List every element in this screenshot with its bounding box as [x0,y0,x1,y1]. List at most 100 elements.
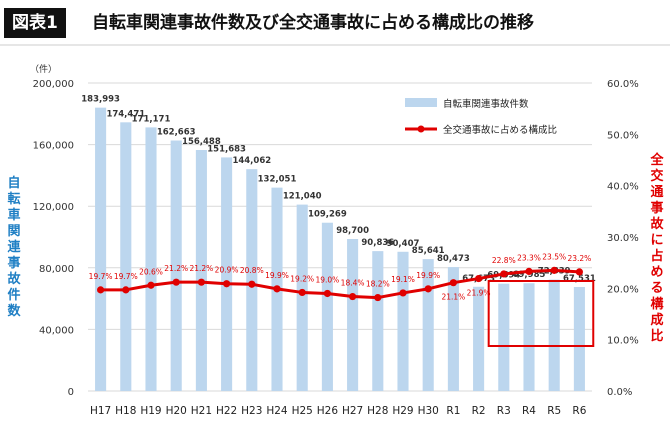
bar [246,169,258,391]
bar-value-label: 171,171 [132,114,171,124]
right-tick-label: 30.0% [607,233,639,244]
line-value-labels: 19.7% 19.7%20.6% 21.2% 21.2% 20.9% 20.8%19.9%… [89,252,592,301]
x-tick-label: H21 [191,405,212,417]
bar-value-label: 80,473 [437,254,470,264]
line-value-label: 22.8% [492,256,516,265]
line-point [122,286,130,294]
bar [170,140,182,391]
left-axis-ticks: 0 40,000 80,000 120,000 160,000 200,000 [33,79,74,398]
x-tick-label: R4 [522,405,536,417]
axis-title-char: 通 [650,184,663,200]
left-tick-label: 80,000 [39,264,74,275]
x-tick-label: H22 [216,405,237,417]
axis-title-char: 交 [650,168,663,184]
legend: 自転車関連事故件数 全交通事故に占める構成比 [405,98,557,136]
bar-value-label: 90,836 [361,238,394,248]
figure-badge: 図表1 [4,8,66,38]
line-point [323,289,331,298]
bar [548,279,560,391]
line-point [197,278,205,286]
axis-title-char: 関 [7,224,20,239]
line-series [97,266,584,302]
axis-title-char: 成 [650,312,663,328]
x-axis-ticks: H17 H18 H19 H20 H21 H22 H23 H24 H25 H26 H27 H28 H29 H… [90,405,587,417]
bar-value-label: 144,062 [232,156,271,166]
x-tick-label: H19 [140,405,161,417]
line-point [550,266,558,274]
bar-value-label: 67,531 [563,274,596,284]
header-divider [0,44,670,46]
axis-title-char: 数 [7,303,21,319]
left-axis-unit: （件） [30,63,57,75]
axis-title-char: 事 [650,200,663,216]
x-tick-label: H29 [392,405,413,417]
bar [498,283,510,391]
bar-value-label: 151,683 [207,144,246,154]
left-tick-label: 200,000 [33,79,74,90]
right-tick-label: 40.0% [607,182,639,193]
legend-bar-label: 自転車関連事故件数 [443,98,529,110]
axis-title-char: 全 [649,152,664,168]
bar [195,150,207,391]
axis-title-char: に [650,233,663,248]
right-tick-label: 50.0% [607,130,639,141]
right-tick-label: 60.0% [607,79,639,90]
x-tick-label: H17 [90,405,111,417]
x-tick-label: H24 [266,405,288,417]
x-tick-label: R2 [472,405,486,417]
line-point [273,285,281,293]
x-tick-label: H20 [166,405,187,417]
bar [473,286,485,391]
line-value-label: 20.9% [215,266,239,275]
right-tick-label: 20.0% [607,284,639,295]
bar [397,251,409,391]
bar-value-label: 183,993 [81,95,120,105]
line-value-label: 19.1% [391,275,415,284]
line-point [449,279,457,287]
line-value-label: 21.1% [441,293,465,302]
line-value-label: 20.8% [240,266,264,275]
bar [447,267,459,391]
axis-title-char: 件 [7,287,20,303]
line-value-label: 19.9% [265,271,289,280]
line-path [100,268,580,300]
axis-title-char: 比 [650,328,663,344]
line-point [399,289,407,297]
line-point [349,292,357,301]
right-axis-ticks: 0.0% 10.0% 20.0% 30.0% 40.0% 50.0% 60.0% [607,79,639,398]
legend-line-label: 全交通事故に占める構成比 [443,124,557,136]
bar-value-label: 121,040 [283,192,322,202]
bar [145,127,157,391]
bar [120,122,132,391]
line-point [475,274,483,283]
right-axis-title: 全交通事故に占める構成比 [649,152,664,344]
x-tick-label: R1 [446,405,460,417]
bar [347,239,359,391]
line-value-label: 19.0% [315,275,339,284]
line-value-label: 19.7% [114,272,138,281]
line-point [500,270,508,278]
x-tick-label: H26 [317,405,339,417]
bar [321,222,333,391]
legend-line-marker [417,125,425,133]
x-tick-label: H25 [292,405,313,417]
left-tick-label: 120,000 [33,202,74,213]
line-value-label: 19.7% [89,272,113,281]
bar-value-label: 109,269 [308,210,347,220]
line-value-label: 23.3% [517,253,541,262]
bar [523,283,535,391]
bar-value-label: 98,700 [336,226,369,236]
axis-title-char: る [650,281,663,296]
x-tick-label: H28 [367,405,388,417]
bar-value-label: 162,663 [157,127,196,137]
axis-title-char: 転 [7,191,20,207]
line-value-label: 18.2% [366,280,390,289]
bar [221,157,233,391]
line-point [223,280,231,288]
line-value-label: 23.5% [542,252,566,261]
line-value-label: 21.2% [164,264,188,273]
x-tick-label: H27 [342,405,363,417]
line-value-label: 23.2% [567,254,591,263]
bar [573,287,585,391]
